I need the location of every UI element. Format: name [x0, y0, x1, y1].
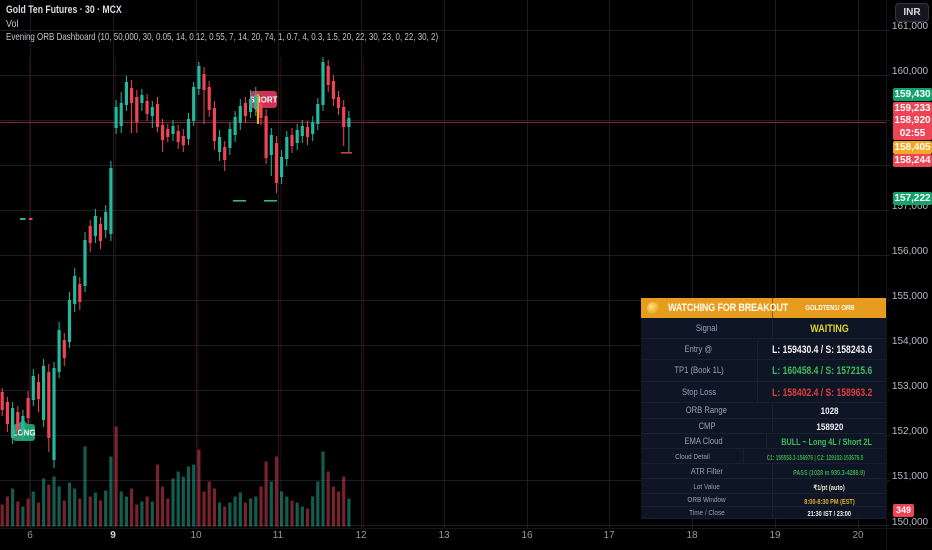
svg-text:LONG: LONG: [12, 429, 35, 438]
svg-text:SHORT: SHORT: [250, 96, 278, 105]
